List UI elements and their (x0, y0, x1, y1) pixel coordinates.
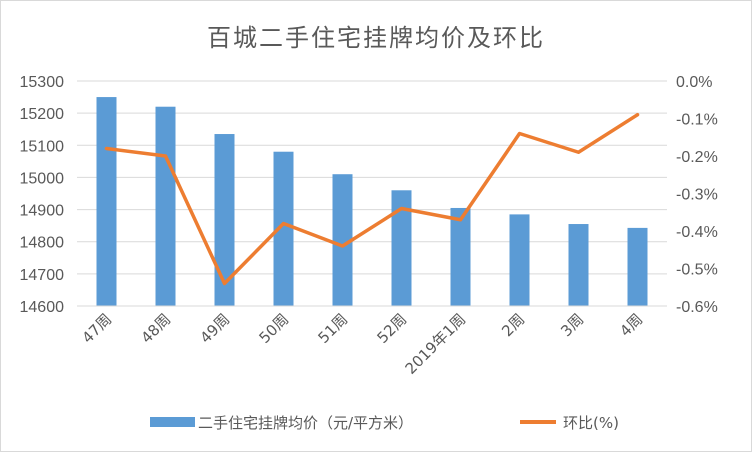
right-axis-tick-label: -0.5% (676, 262, 718, 279)
x-axis-tick-label: 49周 (196, 310, 233, 347)
bar (96, 97, 117, 306)
left-axis-tick-label: 15100 (20, 138, 65, 155)
right-axis-tick-label: -0.6% (676, 299, 718, 316)
left-axis-tick-label: 15000 (20, 170, 65, 187)
bar (332, 174, 353, 306)
right-axis-tick-label: -0.2% (676, 149, 718, 166)
bar-series (96, 97, 648, 306)
legend-label-bar: 二手住宅挂牌均价（元/平方米） (198, 414, 413, 432)
left-axis-ticks: 15300 15200 15100 15000 14900 14800 14700 14600 (20, 74, 65, 316)
right-axis-ticks: 0.0% -0.1% -0.2% -0.3% -0.4% -0.5% -0.6% (676, 74, 718, 316)
right-axis-tick-label: 0.0% (676, 74, 712, 91)
x-axis-tick-label: 50周 (255, 310, 292, 347)
right-axis-tick-label: -0.1% (676, 112, 718, 129)
x-axis-tick-label: 52周 (373, 310, 410, 347)
x-axis-tick-label: 3周 (557, 310, 587, 340)
bar (273, 151, 294, 306)
left-axis-tick-label: 14800 (20, 235, 65, 252)
legend: 二手住宅挂牌均价（元/平方米） 环比(%) (150, 414, 619, 432)
left-axis-tick-label: 14600 (20, 299, 65, 316)
x-axis-tick-label: 2019年1周 (402, 310, 470, 378)
x-axis-tick-label: 48周 (137, 310, 174, 347)
left-axis-tick-label: 15200 (20, 106, 65, 123)
bar (627, 227, 648, 306)
right-axis-tick-label: -0.3% (676, 187, 718, 204)
line-series (104, 113, 640, 286)
bar (450, 207, 471, 306)
x-axis-tick-label: 4周 (616, 310, 646, 340)
bar (391, 190, 412, 306)
legend-label-line: 环比(%) (563, 414, 619, 432)
bar (155, 106, 176, 306)
right-axis-tick-label: -0.4% (676, 224, 718, 241)
x-axis-tick-label: 47周 (78, 310, 115, 347)
bar (214, 134, 235, 306)
x-axis-tick-label: 51周 (314, 310, 351, 347)
left-axis-tick-label: 14700 (20, 267, 65, 284)
left-axis-tick-label: 14900 (20, 203, 65, 220)
bar (509, 214, 530, 306)
line-path (104, 113, 640, 286)
x-axis-tick-label: 2周 (498, 310, 528, 340)
left-axis-tick-label: 15300 (20, 74, 65, 91)
legend-swatch-bar (150, 417, 195, 427)
chart-title: 百城二手住宅挂牌均价及环比 (207, 24, 545, 52)
bar (568, 224, 589, 306)
